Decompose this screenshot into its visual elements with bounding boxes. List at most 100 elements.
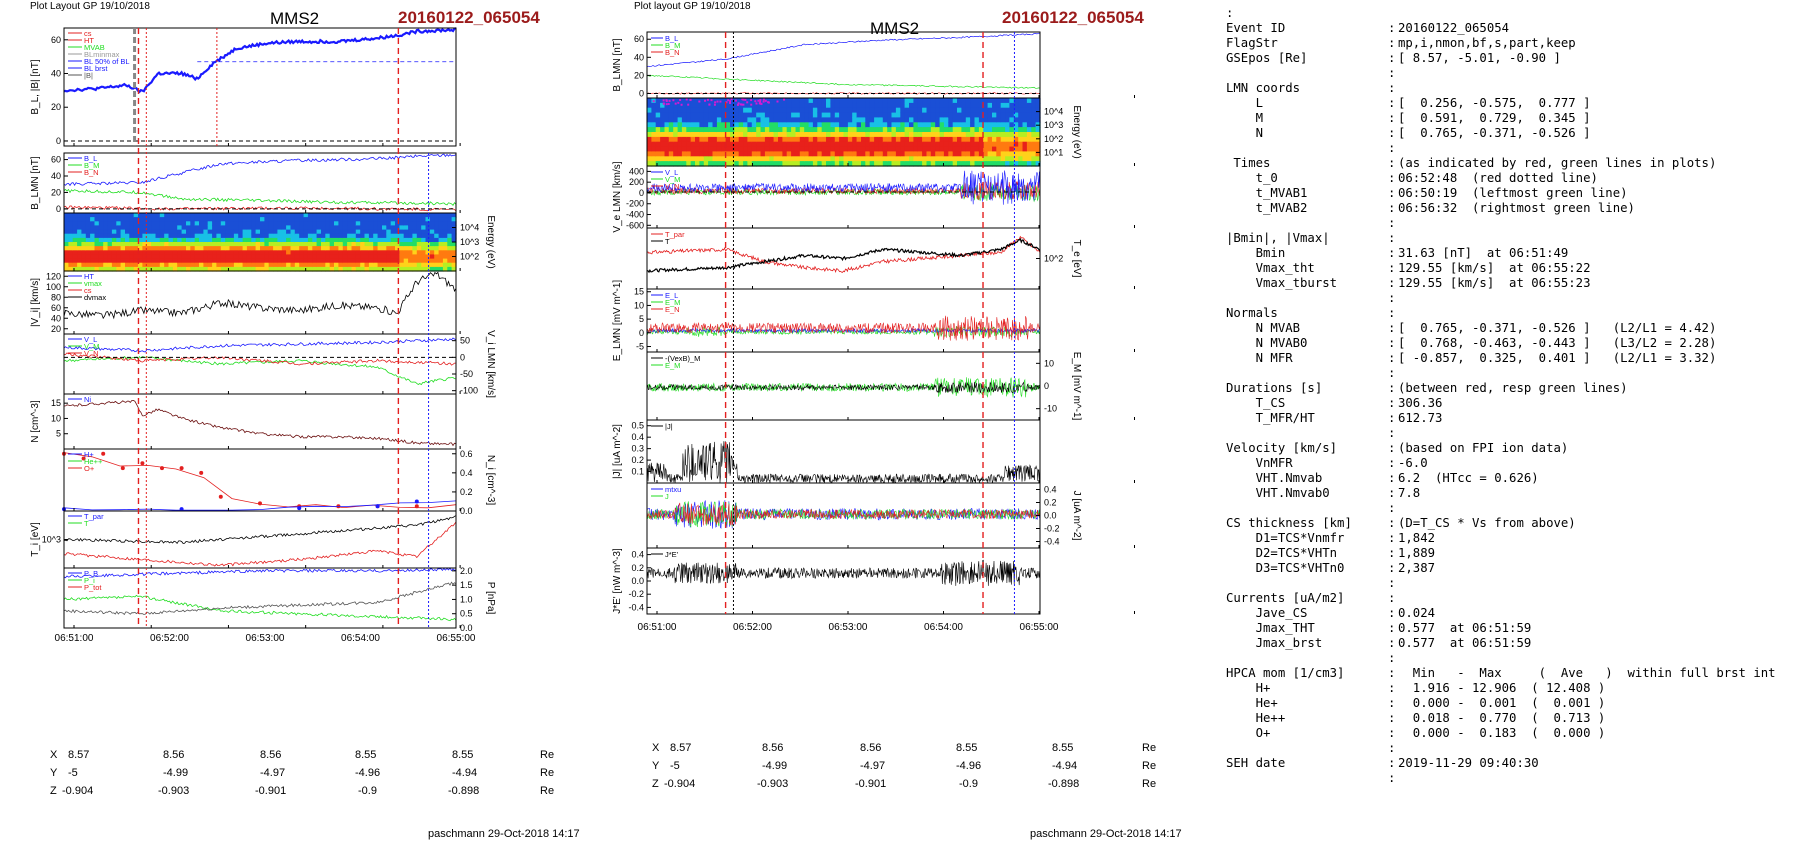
- spectrogram-cell: [164, 242, 170, 247]
- spectrogram-cell: [190, 225, 196, 231]
- left-pos-z-value: -0.904: [62, 785, 94, 797]
- spectrogram-cell: [255, 254, 261, 260]
- spectrogram-cell: [887, 146, 893, 153]
- spectrogram-cell: [756, 146, 762, 153]
- spectrogram-cell: [1005, 107, 1011, 114]
- spectrogram-cell: [186, 229, 191, 235]
- spectrogram-cell: [948, 117, 954, 123]
- spectrogram-cell: [865, 151, 871, 157]
- spectrogram-cell: [900, 132, 906, 138]
- spectrogram-cell: [891, 122, 897, 128]
- spectrogram-cell: [965, 127, 971, 133]
- spectrogram-cell: [364, 217, 370, 222]
- spectrogram-cell: [743, 112, 749, 119]
- summary-row: Normals:: [1226, 306, 1796, 321]
- spectrogram-cell: [987, 98, 993, 104]
- y-tick-label: 40: [51, 313, 61, 323]
- spectrogram-cell: [843, 132, 849, 138]
- spectrogram-cell: [377, 225, 383, 231]
- spectrogram-cell: [111, 246, 117, 251]
- spectrogram-cell: [386, 221, 392, 226]
- spectrogram-cell: [290, 242, 296, 247]
- spectrogram-cell: [721, 136, 727, 143]
- spectrogram-cell: [64, 221, 69, 226]
- legend-label: E_N: [665, 305, 680, 314]
- spectrogram-cell: [869, 122, 875, 128]
- spectrogram-cell: [686, 117, 692, 123]
- spectrogram-cell: [839, 127, 845, 133]
- spectrogram-cell: [913, 146, 919, 153]
- spectrogram-cell: [799, 117, 805, 123]
- spectrogram-cell: [690, 127, 696, 133]
- spectrogram-cell: [856, 136, 862, 143]
- spectrogram-cell: [451, 237, 457, 243]
- spectrogram-cell: [207, 233, 213, 239]
- spectrogram-cell: [839, 112, 845, 119]
- spectrogram-cell: [220, 242, 226, 247]
- spectrogram-cell: [948, 127, 954, 133]
- spectrogram-speck: [680, 103, 683, 106]
- spectrogram-cell: [716, 161, 722, 167]
- spectrogram-cell: [716, 117, 722, 123]
- spectrogram-cell: [251, 242, 257, 247]
- spectrogram-cell: [970, 98, 976, 104]
- spectrogram-cell: [852, 112, 858, 119]
- spectrogram-cell: [677, 117, 683, 123]
- spectrogram-cell: [987, 146, 993, 153]
- spectrogram-cell: [756, 156, 762, 162]
- spectrogram-cell: [421, 225, 427, 231]
- spectrogram-cell: [769, 98, 775, 104]
- spectrogram-cell: [368, 217, 374, 222]
- summary-key: H+: [1226, 681, 1271, 695]
- spectrogram-cell: [786, 117, 792, 123]
- spectrogram-cell: [447, 262, 453, 268]
- spectrogram-cell: [273, 217, 279, 222]
- spectrogram-speck: [754, 100, 757, 103]
- spectrogram-cell: [347, 225, 353, 231]
- spectrogram-cell: [834, 127, 840, 133]
- spectrogram-cell: [917, 107, 923, 114]
- spectrogram-cell: [799, 161, 805, 167]
- spectrogram-cell: [826, 136, 831, 143]
- spectrogram-cell: [85, 233, 91, 239]
- spectrogram-cell: [856, 107, 862, 114]
- data-point: [375, 504, 380, 509]
- summary-key: Normals: [1226, 306, 1278, 320]
- y-tick-label: 10^1: [1044, 147, 1063, 157]
- spectrogram-cell: [286, 217, 292, 222]
- spectrogram-cell: [425, 246, 431, 251]
- spectrogram-cell: [203, 258, 209, 264]
- spectrogram-cell: [307, 242, 313, 247]
- spectrogram-cell: [913, 156, 919, 162]
- spectrogram-cell: [917, 161, 923, 167]
- spectrogram-cell: [712, 122, 718, 128]
- spectrogram-cell: [225, 254, 231, 260]
- spectrogram-cell: [242, 262, 248, 268]
- spectrogram-cell: [786, 146, 792, 153]
- y-tick-label: 0.4: [1044, 485, 1057, 495]
- spectrogram-cell: [681, 141, 687, 148]
- spectrogram-cell: [690, 151, 696, 157]
- spectrogram-cell: [329, 250, 335, 255]
- spectrogram-cell: [965, 141, 971, 148]
- spectrogram-cell: [321, 258, 326, 264]
- spectrogram-cell: [421, 213, 427, 218]
- spectrogram-cell: [199, 225, 204, 231]
- spectrogram-cell: [791, 141, 797, 148]
- spectrogram-cell: [699, 132, 705, 138]
- spectrogram-cell: [373, 246, 379, 251]
- spectrogram-cell: [373, 250, 379, 255]
- spectrogram-cell: [360, 254, 366, 260]
- spectrogram-cell: [268, 250, 274, 255]
- spectrogram-cell: [290, 250, 296, 255]
- spectrogram-cell: [917, 146, 923, 153]
- spectrogram-cell: [351, 225, 357, 231]
- y-tick-label: 20: [51, 102, 61, 112]
- spectrogram-cell: [251, 250, 257, 255]
- spectrogram-cell: [904, 156, 910, 162]
- spectrogram-cell: [712, 146, 718, 153]
- spectrogram-cell: [808, 132, 814, 138]
- spectrogram-cell: [133, 229, 139, 235]
- spectrogram-cell: [321, 246, 326, 251]
